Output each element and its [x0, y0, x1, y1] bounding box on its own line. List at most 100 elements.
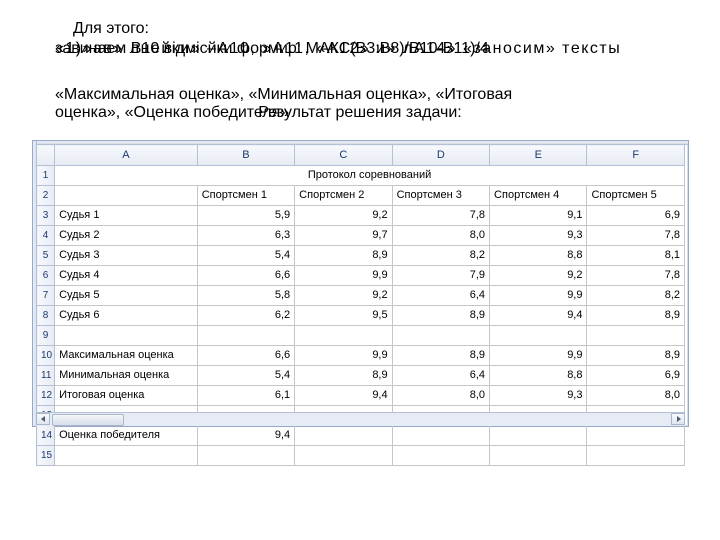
cell[interactable]: Спортсмен 2: [295, 186, 392, 206]
cell[interactable]: 8,2: [587, 286, 685, 306]
cell[interactable]: 6,9: [587, 366, 685, 386]
cell[interactable]: 8,9: [587, 346, 685, 366]
cell[interactable]: Судья 5: [55, 286, 198, 306]
cell[interactable]: [490, 426, 587, 446]
cell[interactable]: [55, 326, 198, 346]
title-cell[interactable]: Протокол соревнований: [55, 166, 685, 186]
row-header-4[interactable]: 4: [37, 226, 55, 246]
cell[interactable]: 8,0: [587, 386, 685, 406]
cell[interactable]: 7,8: [392, 206, 489, 226]
cell[interactable]: [587, 326, 685, 346]
cell[interactable]: Итоговая оценка: [55, 386, 198, 406]
row-header-8[interactable]: 8: [37, 306, 55, 326]
cell[interactable]: 9,4: [490, 306, 587, 326]
row-header-6[interactable]: 6: [37, 266, 55, 286]
cell[interactable]: 8,9: [392, 346, 489, 366]
cell[interactable]: 9,5: [295, 306, 392, 326]
cell[interactable]: 8,0: [392, 386, 489, 406]
cell[interactable]: 6,2: [197, 306, 294, 326]
row-header-5[interactable]: 5: [37, 246, 55, 266]
cell[interactable]: Максимальная оценка: [55, 346, 198, 366]
cell[interactable]: [587, 446, 685, 466]
cell[interactable]: 9,3: [490, 226, 587, 246]
cell[interactable]: 8,9: [587, 306, 685, 326]
row-header-9[interactable]: 9: [37, 326, 55, 346]
cell[interactable]: [197, 446, 294, 466]
scrollbar-horizontal[interactable]: [36, 412, 685, 426]
cell[interactable]: 7,9: [392, 266, 489, 286]
col-header-C[interactable]: C: [295, 145, 392, 166]
cell[interactable]: Судья 1: [55, 206, 198, 226]
cell[interactable]: 9,7: [295, 226, 392, 246]
cell[interactable]: 8,9: [392, 306, 489, 326]
row-header-2[interactable]: 2: [37, 186, 55, 206]
row-header-14[interactable]: 14: [37, 426, 55, 446]
cell[interactable]: 7,8: [587, 226, 685, 246]
cell[interactable]: [295, 426, 392, 446]
col-header-B[interactable]: B: [197, 145, 294, 166]
cell[interactable]: 9,1: [490, 206, 587, 226]
cell[interactable]: Спортсмен 3: [392, 186, 489, 206]
cell[interactable]: 9,9: [295, 266, 392, 286]
scroll-right-button[interactable]: [671, 413, 685, 425]
cell[interactable]: 8,2: [392, 246, 489, 266]
row-header-1[interactable]: 1: [37, 166, 55, 186]
row-header-3[interactable]: 3: [37, 206, 55, 226]
row-header-10[interactable]: 10: [37, 346, 55, 366]
cell[interactable]: 9,2: [295, 206, 392, 226]
cell[interactable]: 6,4: [392, 366, 489, 386]
cell[interactable]: 6,4: [392, 286, 489, 306]
cell[interactable]: 8,1: [587, 246, 685, 266]
cell[interactable]: Минимальная оценка: [55, 366, 198, 386]
cell[interactable]: Спортсмен 4: [490, 186, 587, 206]
cell[interactable]: 9,9: [295, 346, 392, 366]
cell[interactable]: 9,2: [295, 286, 392, 306]
cell[interactable]: 9,9: [490, 346, 587, 366]
cell[interactable]: 6,6: [197, 266, 294, 286]
cell[interactable]: [490, 326, 587, 346]
cell[interactable]: 5,9: [197, 206, 294, 226]
cell[interactable]: 8,9: [295, 366, 392, 386]
col-header-D[interactable]: D: [392, 145, 489, 166]
cell[interactable]: Спортсмен 5: [587, 186, 685, 206]
cell[interactable]: Оценка победителя: [55, 426, 198, 446]
cell[interactable]: [55, 186, 198, 206]
cell[interactable]: 9,2: [490, 266, 587, 286]
cell[interactable]: 9,4: [197, 426, 294, 446]
cell[interactable]: [392, 446, 489, 466]
row-header-15[interactable]: 15: [37, 446, 55, 466]
col-header-A[interactable]: A: [55, 145, 198, 166]
cell[interactable]: Судья 6: [55, 306, 198, 326]
cell[interactable]: 8,9: [295, 246, 392, 266]
cell[interactable]: 8,0: [392, 226, 489, 246]
cell[interactable]: 6,9: [587, 206, 685, 226]
scroll-thumb[interactable]: [52, 414, 124, 426]
cell[interactable]: Судья 4: [55, 266, 198, 286]
cell[interactable]: 9,3: [490, 386, 587, 406]
corner-cell[interactable]: [37, 145, 55, 166]
cell[interactable]: [587, 426, 685, 446]
cell[interactable]: [392, 326, 489, 346]
col-header-F[interactable]: F: [587, 145, 685, 166]
cell[interactable]: [197, 326, 294, 346]
cell[interactable]: 5,4: [197, 246, 294, 266]
cell[interactable]: [295, 326, 392, 346]
scroll-left-button[interactable]: [36, 413, 50, 425]
cell[interactable]: 9,9: [490, 286, 587, 306]
cell[interactable]: 7,8: [587, 266, 685, 286]
cell[interactable]: [392, 426, 489, 446]
cell[interactable]: 8,8: [490, 246, 587, 266]
cell[interactable]: 6,1: [197, 386, 294, 406]
cell[interactable]: [295, 446, 392, 466]
cell[interactable]: [490, 446, 587, 466]
row-header-12[interactable]: 12: [37, 386, 55, 406]
row-header-7[interactable]: 7: [37, 286, 55, 306]
cell[interactable]: 5,4: [197, 366, 294, 386]
cell[interactable]: 5,8: [197, 286, 294, 306]
cell[interactable]: Спортсмен 1: [197, 186, 294, 206]
row-header-11[interactable]: 11: [37, 366, 55, 386]
cell[interactable]: Судья 2: [55, 226, 198, 246]
col-header-E[interactable]: E: [490, 145, 587, 166]
cell[interactable]: 9,4: [295, 386, 392, 406]
cell[interactable]: 6,3: [197, 226, 294, 246]
